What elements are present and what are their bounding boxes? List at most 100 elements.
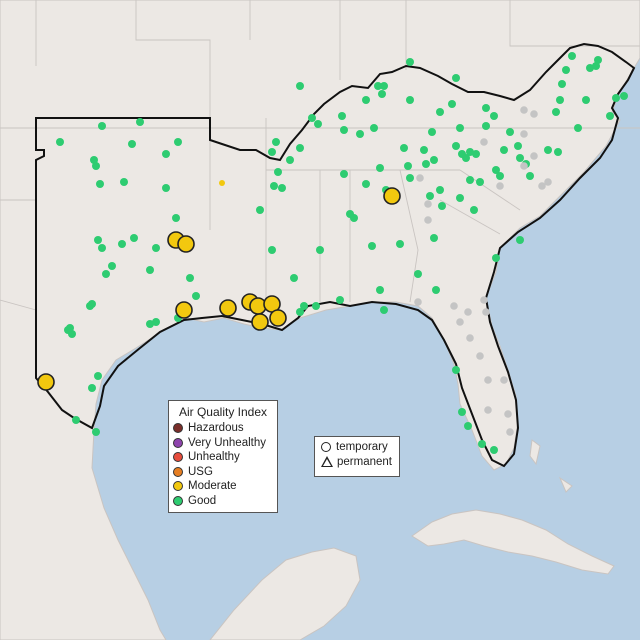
good-monitor-marker[interactable]	[296, 308, 304, 316]
good-monitor-marker[interactable]	[456, 194, 464, 202]
gray-monitor-marker[interactable]	[450, 302, 458, 310]
good-monitor-marker[interactable]	[396, 240, 404, 248]
good-monitor-marker[interactable]	[456, 124, 464, 132]
gray-monitor-marker[interactable]	[480, 296, 488, 304]
good-monitor-marker[interactable]	[136, 118, 144, 126]
good-monitor-marker[interactable]	[296, 144, 304, 152]
good-monitor-marker[interactable]	[452, 142, 460, 150]
good-monitor-marker[interactable]	[94, 236, 102, 244]
good-monitor-marker[interactable]	[554, 148, 562, 156]
good-monitor-marker[interactable]	[464, 422, 472, 430]
moderate-monitor-marker[interactable]	[175, 301, 193, 319]
good-monitor-marker[interactable]	[452, 366, 460, 374]
good-monitor-marker[interactable]	[380, 306, 388, 314]
good-monitor-marker[interactable]	[430, 234, 438, 242]
good-monitor-marker[interactable]	[476, 178, 484, 186]
good-monitor-marker[interactable]	[432, 286, 440, 294]
good-monitor-marker[interactable]	[516, 236, 524, 244]
gray-monitor-marker[interactable]	[416, 174, 424, 182]
good-monitor-marker[interactable]	[458, 408, 466, 416]
good-monitor-marker[interactable]	[350, 214, 358, 222]
gray-monitor-marker[interactable]	[484, 376, 492, 384]
good-monitor-marker[interactable]	[98, 122, 106, 130]
good-monitor-marker[interactable]	[172, 214, 180, 222]
good-monitor-marker[interactable]	[146, 266, 154, 274]
gray-monitor-marker[interactable]	[500, 376, 508, 384]
good-monitor-marker[interactable]	[336, 296, 344, 304]
good-monitor-marker[interactable]	[430, 156, 438, 164]
good-monitor-marker[interactable]	[72, 416, 80, 424]
gray-monitor-marker[interactable]	[520, 162, 528, 170]
good-monitor-marker[interactable]	[526, 172, 534, 180]
gray-monitor-marker[interactable]	[544, 178, 552, 186]
good-monitor-marker[interactable]	[516, 154, 524, 162]
good-monitor-marker[interactable]	[108, 262, 116, 270]
good-monitor-marker[interactable]	[300, 302, 308, 310]
good-monitor-marker[interactable]	[406, 96, 414, 104]
gray-monitor-marker[interactable]	[482, 308, 490, 316]
good-monitor-marker[interactable]	[290, 274, 298, 282]
good-monitor-marker[interactable]	[92, 428, 100, 436]
gray-monitor-marker[interactable]	[530, 152, 538, 160]
good-monitor-marker[interactable]	[452, 74, 460, 82]
moderate-monitor-marker[interactable]	[177, 235, 195, 253]
gray-monitor-marker[interactable]	[464, 308, 472, 316]
good-monitor-marker[interactable]	[422, 160, 430, 168]
gray-monitor-marker[interactable]	[424, 216, 432, 224]
good-monitor-marker[interactable]	[482, 104, 490, 112]
good-monitor-marker[interactable]	[370, 124, 378, 132]
gray-monitor-marker[interactable]	[424, 200, 432, 208]
good-monitor-marker[interactable]	[94, 372, 102, 380]
good-monitor-marker[interactable]	[130, 234, 138, 242]
good-monitor-marker[interactable]	[406, 58, 414, 66]
good-monitor-marker[interactable]	[378, 90, 386, 98]
good-monitor-marker[interactable]	[338, 112, 346, 120]
good-monitor-marker[interactable]	[490, 446, 498, 454]
good-monitor-marker[interactable]	[274, 168, 282, 176]
good-monitor-marker[interactable]	[612, 94, 620, 102]
good-monitor-marker[interactable]	[376, 164, 384, 172]
good-monitor-marker[interactable]	[374, 82, 382, 90]
good-monitor-marker[interactable]	[92, 162, 100, 170]
gray-monitor-marker[interactable]	[530, 110, 538, 118]
good-monitor-marker[interactable]	[448, 100, 456, 108]
good-monitor-marker[interactable]	[606, 112, 614, 120]
good-monitor-marker[interactable]	[556, 96, 564, 104]
gray-monitor-marker[interactable]	[466, 334, 474, 342]
gray-monitor-marker[interactable]	[506, 428, 514, 436]
gray-monitor-marker[interactable]	[520, 106, 528, 114]
good-monitor-marker[interactable]	[568, 52, 576, 60]
moderate-monitor-marker[interactable]	[269, 309, 287, 327]
gray-monitor-marker[interactable]	[496, 182, 504, 190]
good-monitor-marker[interactable]	[120, 178, 128, 186]
good-monitor-marker[interactable]	[362, 180, 370, 188]
good-monitor-marker[interactable]	[500, 146, 508, 154]
good-monitor-marker[interactable]	[296, 82, 304, 90]
moderate-monitor-marker[interactable]	[219, 180, 225, 186]
good-monitor-marker[interactable]	[192, 292, 200, 300]
good-monitor-marker[interactable]	[438, 202, 446, 210]
good-monitor-marker[interactable]	[574, 124, 582, 132]
good-monitor-marker[interactable]	[436, 186, 444, 194]
good-monitor-marker[interactable]	[152, 244, 160, 252]
good-monitor-marker[interactable]	[582, 96, 590, 104]
good-monitor-marker[interactable]	[314, 120, 322, 128]
gray-monitor-marker[interactable]	[480, 138, 488, 146]
good-monitor-marker[interactable]	[162, 184, 170, 192]
good-monitor-marker[interactable]	[558, 80, 566, 88]
good-monitor-marker[interactable]	[340, 170, 348, 178]
good-monitor-marker[interactable]	[552, 108, 560, 116]
good-monitor-marker[interactable]	[400, 144, 408, 152]
good-monitor-marker[interactable]	[426, 192, 434, 200]
good-monitor-marker[interactable]	[340, 126, 348, 134]
gray-monitor-marker[interactable]	[414, 298, 422, 306]
gray-monitor-marker[interactable]	[520, 130, 528, 138]
good-monitor-marker[interactable]	[88, 300, 96, 308]
gray-monitor-marker[interactable]	[484, 406, 492, 414]
good-monitor-marker[interactable]	[286, 156, 294, 164]
good-monitor-marker[interactable]	[66, 324, 74, 332]
gray-monitor-marker[interactable]	[456, 318, 464, 326]
good-monitor-marker[interactable]	[620, 92, 628, 100]
good-monitor-marker[interactable]	[362, 96, 370, 104]
good-monitor-marker[interactable]	[414, 270, 422, 278]
